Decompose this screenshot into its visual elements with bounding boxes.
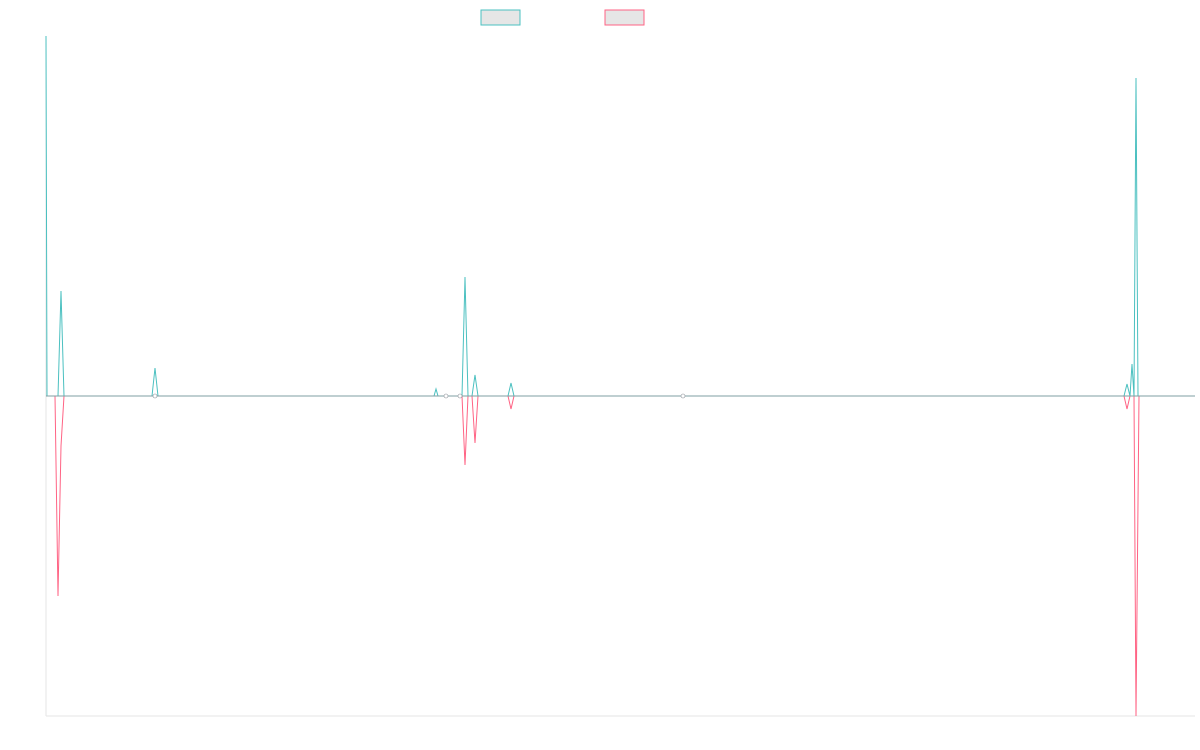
data-point-marker <box>680 393 686 399</box>
marker-layer <box>152 393 686 399</box>
data-point-marker <box>152 393 158 399</box>
legend[interactable] <box>480 9 645 26</box>
series-line-2 <box>46 395 1195 717</box>
data-point-marker <box>457 393 463 399</box>
legend-swatch-1[interactable] <box>480 9 521 26</box>
series-line-1 <box>45 35 1195 397</box>
chart-axes <box>45 36 1195 717</box>
series-layer <box>45 35 1195 717</box>
data-point-marker <box>443 393 449 399</box>
legend-swatch-2[interactable] <box>604 9 645 26</box>
